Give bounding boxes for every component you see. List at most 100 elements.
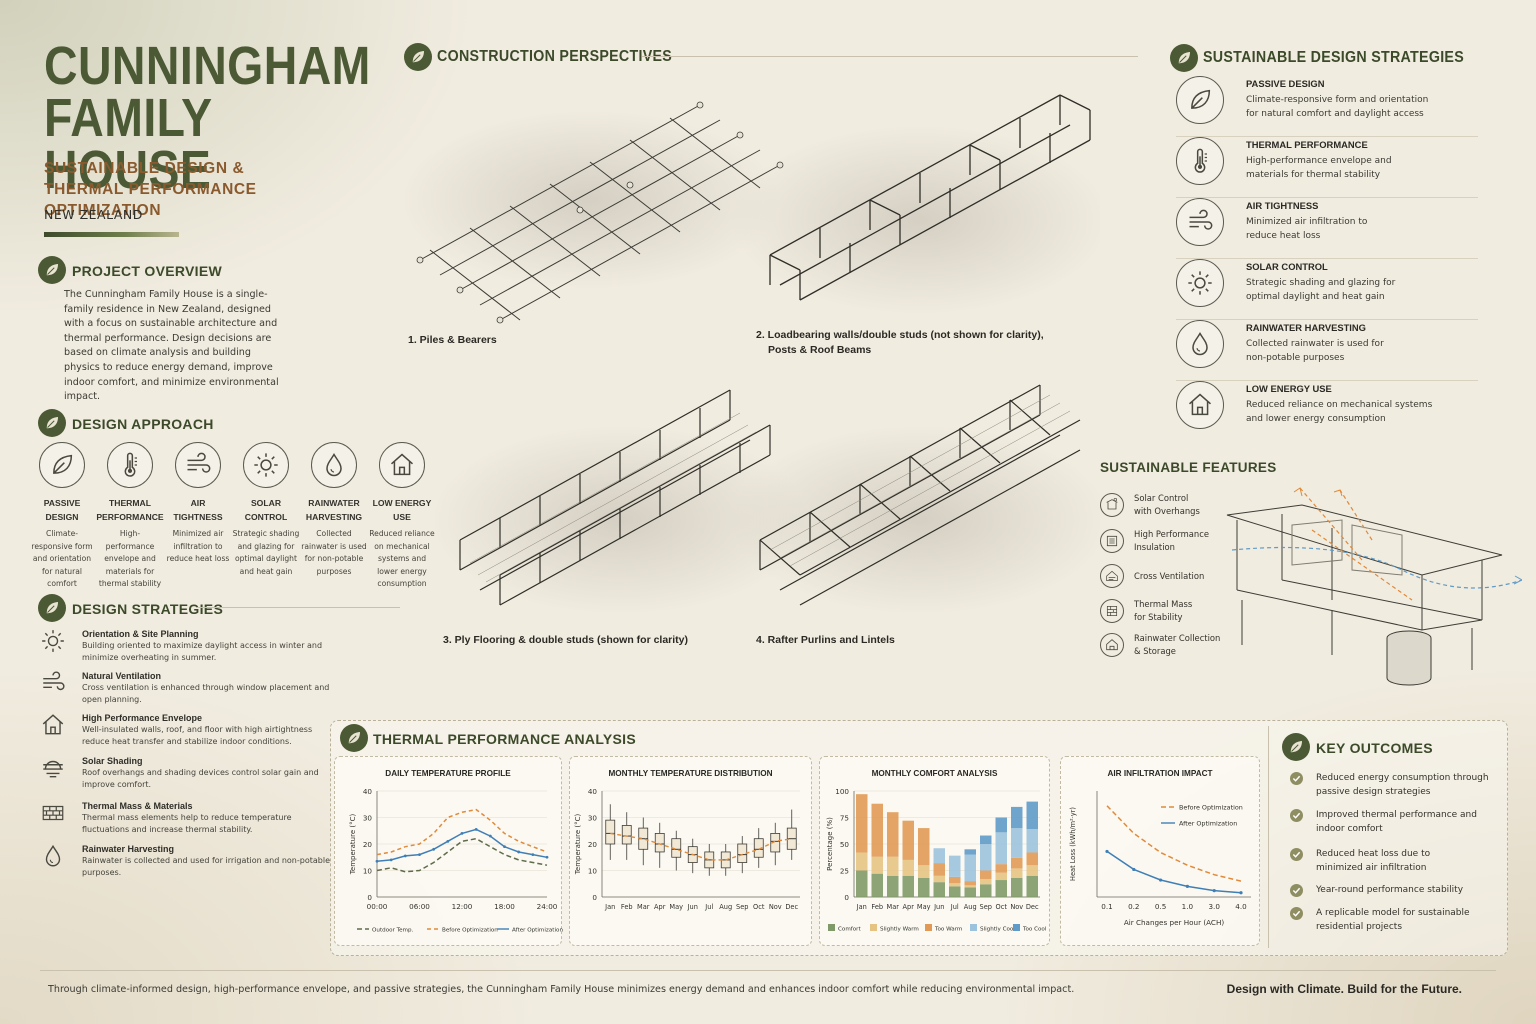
bar-segment [995, 817, 1007, 833]
sds-item: SOLAR CONTROL Strategic shading and glazi… [1176, 259, 1478, 320]
bar-segment [949, 886, 961, 897]
approach-desc: High-performance envelope and materials … [98, 529, 162, 588]
x-tick-label: 00:00 [367, 902, 388, 911]
approach-item-rainwater: RAINWATER HARVESTING Collected rainwater … [300, 442, 368, 591]
caption-1: 1. Piles & Bearers [408, 334, 497, 346]
subtitle-line-1: SUSTAINABLE DESIGN & [44, 160, 245, 177]
data-point [418, 853, 421, 856]
approach-name: SOLAR CONTROL [244, 498, 288, 522]
page-subtitle: SUSTAINABLE DESIGN & THERMAL PERFORMANCE… [44, 158, 374, 221]
bar-segment [887, 812, 899, 857]
chart-card-comfort: MONTHLY COMFORT ANALYSIS 0 25 50 75 100 Perce… [819, 756, 1050, 946]
x-tick-label: Sep [736, 903, 748, 911]
y-tick-label: 40 [363, 787, 373, 796]
x-tick-label: May [669, 903, 683, 911]
legend-swatch [870, 924, 877, 931]
approach-desc: Strategic shading and glazing for optima… [232, 529, 300, 576]
approach-name: PASSIVE DESIGN [43, 498, 81, 522]
sun-icon [1176, 259, 1224, 307]
wind-icon [175, 442, 221, 488]
strategy-item: Natural Ventilation Cross ventilation is … [40, 670, 330, 705]
drawing-rafters-purlins [730, 384, 1100, 615]
page-title: CUNNINGHAM FAMILY HOUSE [44, 36, 371, 197]
data-point [503, 845, 506, 849]
bar-segment [902, 875, 914, 897]
thermometer-icon [107, 442, 153, 488]
bar-segment [871, 856, 883, 874]
strategy-desc: Cross ventilation is enhanced through wi… [82, 683, 330, 704]
construction-title: CONSTRUCTION PERSPECTIVES [437, 48, 673, 65]
construction-drawings [400, 94, 1100, 615]
feature-label: Solar Control with Overhangs [1134, 493, 1200, 516]
bar-segment [964, 885, 976, 888]
sds-item: AIR TIGHTNESS Minimized air infiltration … [1176, 198, 1478, 259]
outcome-text: Year-round performance stability [1316, 885, 1464, 895]
legend-swatch [970, 924, 977, 931]
sds-item: LOW ENERGY USE Reduced reliance on mechan… [1176, 381, 1478, 442]
bar-segment [964, 881, 976, 886]
legend-label: Comfort [838, 927, 861, 933]
sds-item-title: SOLAR CONTROL [1246, 261, 1328, 272]
sds-item-title: PASSIVE DESIGN [1246, 78, 1325, 89]
overview-text: The Cunningham Family House is a single-… [64, 289, 279, 403]
box [605, 819, 616, 845]
sds-item: RAINWATER HARVESTING Collected rainwater … [1176, 320, 1478, 381]
feature-item: High Performance Insulation [1100, 528, 1230, 554]
feature-item: Rainwater Collection & Storage [1100, 632, 1230, 658]
bar-segment [902, 820, 914, 860]
y-tick-label: 75 [840, 814, 849, 823]
legend-swatch [1013, 924, 1020, 931]
x-tick-label: Mar [637, 903, 650, 911]
data-point [1159, 878, 1163, 882]
sds-item-title: RAINWATER HARVESTING [1246, 322, 1366, 333]
bar-segment [856, 870, 868, 897]
title-line-1: CUNNINGHAM [44, 36, 371, 96]
shade-icon [40, 755, 70, 781]
leaf-icon [38, 256, 66, 284]
sds-item-desc: Strategic shading and glazing for optimal… [1246, 278, 1396, 302]
approach-item-thermal: THERMAL PERFORMANCE High-performance enve… [96, 442, 164, 591]
legend-label: Before Optimization [1179, 804, 1243, 812]
country-label: NEW ZEALAND [44, 207, 143, 222]
x-tick-label: Jan [856, 903, 867, 911]
sun-icon [243, 442, 289, 488]
footer-text: Through climate-informed design, high-pe… [48, 984, 1075, 995]
strategy-desc: Well-insulated walls, roof, and floor wi… [82, 725, 313, 746]
insulation-icon [1100, 529, 1124, 553]
feature-item: Thermal Mass for Stability [1100, 598, 1230, 624]
house-sketch [1226, 487, 1522, 686]
leaf-icon [1176, 76, 1224, 124]
daily-temperature-chart: 0 10 20 30 40 Temperature (°C) 00:00 06:00 12:00… [349, 787, 563, 934]
x-tick-label: Oct [996, 903, 1008, 911]
x-tick-label: Jun [933, 903, 944, 911]
bar-segment [1026, 852, 1038, 866]
feature-item: Cross Ventilation [1100, 564, 1230, 588]
outcomes-title: KEY OUTCOMES [1316, 740, 1433, 756]
water-drop-icon [40, 843, 70, 869]
approach-name: THERMAL PERFORMANCE [96, 498, 164, 522]
x-tick-label: Jan [604, 903, 615, 911]
x-tick-label: 06:00 [409, 902, 430, 911]
bar-segment [995, 864, 1007, 873]
house-icon [40, 712, 70, 738]
series-line [1106, 805, 1242, 882]
feature-item: Solar Control with Overhangs [1100, 492, 1230, 518]
bar-segment [933, 882, 945, 897]
approach-title: DESIGN APPROACH [72, 416, 214, 432]
data-point [1132, 867, 1136, 872]
y-tick-label: 25 [840, 867, 849, 876]
approach-name: LOW ENERGY USE [372, 498, 432, 522]
bar-segment [980, 844, 992, 871]
outcome-item: A replicable model for sustainable reside… [1290, 906, 1490, 934]
drawing-piles-bearers [400, 101, 784, 324]
sds-item-desc: Climate-responsive form and orientation f… [1246, 95, 1429, 119]
x-tick-label: Feb [871, 903, 883, 911]
x-tick-label: Dec [785, 903, 798, 911]
caption-2: 2. Loadbearing walls/double studs (not s… [756, 329, 1044, 341]
chart-card-monthly-dist: MONTHLY TEMPERATURE DISTRIBUTION 0 10 20 30… [569, 756, 812, 946]
footer-tagline: Design with Climate. Build for the Futur… [1226, 982, 1462, 996]
bar-segment [933, 848, 945, 864]
outcome-item: Reduced energy consumption through passiv… [1290, 771, 1490, 799]
data-point [517, 850, 521, 854]
